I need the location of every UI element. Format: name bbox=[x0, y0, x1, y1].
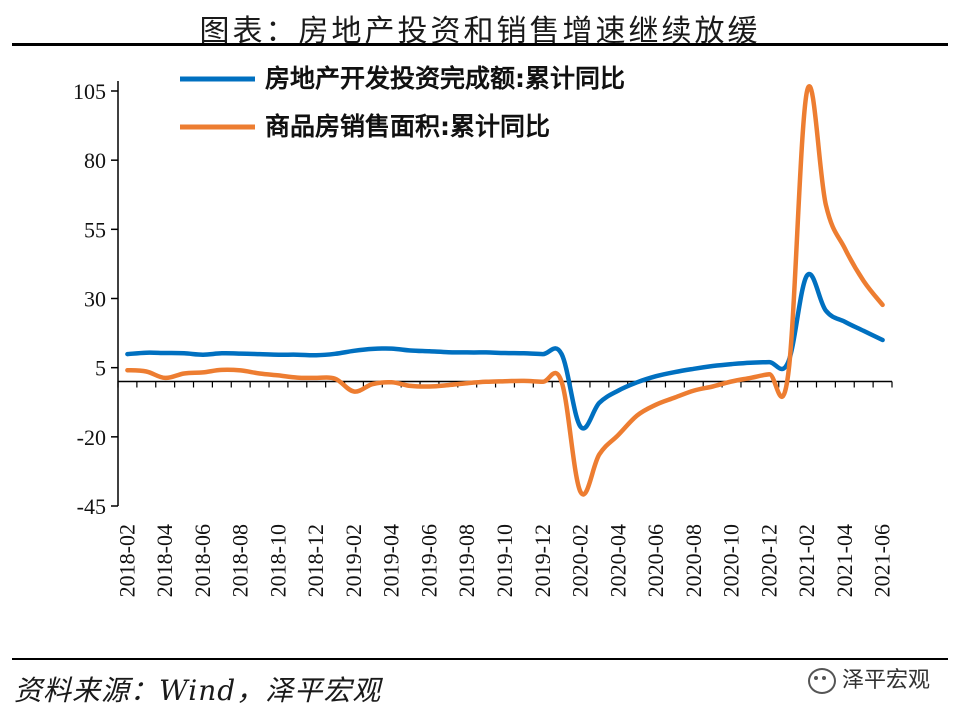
x-tick-label: 2019-02 bbox=[341, 524, 366, 597]
legend-label-investment: 房地产开发投资完成额:累计同比 bbox=[265, 64, 625, 93]
x-tick-label: 2019-08 bbox=[454, 524, 479, 597]
wechat-icon bbox=[808, 668, 836, 694]
x-tick-label: 2019-06 bbox=[416, 524, 441, 597]
source-note: 资料来源：Wind，泽平宏观 bbox=[14, 674, 382, 707]
x-tick-label: 2018-02 bbox=[114, 524, 139, 597]
x-tick-label: 2020-02 bbox=[568, 524, 593, 597]
x-tick-label: 2020-06 bbox=[643, 524, 668, 597]
y-tick-label: 55 bbox=[84, 217, 106, 242]
x-tick-label: 2020-12 bbox=[756, 524, 781, 597]
x-tick-label: 2019-12 bbox=[530, 524, 555, 597]
x-tick-label: 2019-04 bbox=[379, 524, 404, 597]
y-tick-label: 30 bbox=[84, 287, 106, 312]
x-tick-label: 2020-10 bbox=[719, 524, 744, 597]
x-tick-label: 2020-08 bbox=[681, 524, 706, 597]
watermark-label: 泽平宏观 bbox=[842, 668, 931, 693]
series-line-sales bbox=[125, 84, 885, 497]
y-tick-label: -20 bbox=[77, 425, 106, 450]
x-tick-label: 2018-12 bbox=[303, 524, 328, 597]
chart-series bbox=[125, 84, 885, 497]
x-tick-label: 2018-10 bbox=[265, 524, 290, 597]
x-tick-label: 2021-06 bbox=[870, 524, 895, 597]
x-tick-label: 2021-02 bbox=[794, 524, 819, 597]
bottom-divider bbox=[12, 658, 948, 660]
x-tick-label: 2018-04 bbox=[152, 524, 177, 597]
x-tick-label: 2018-08 bbox=[228, 524, 253, 597]
y-tick-label: 5 bbox=[95, 356, 106, 381]
y-tick-label: 105 bbox=[73, 79, 106, 104]
legend-label-sales: 商品房销售面积:累计同比 bbox=[265, 112, 550, 141]
x-tick-label: 2020-04 bbox=[605, 524, 630, 597]
top-divider bbox=[12, 43, 948, 46]
x-tick-label: 2021-04 bbox=[832, 524, 857, 597]
y-tick-label: 80 bbox=[84, 148, 106, 173]
x-tick-label: 2018-06 bbox=[190, 524, 215, 597]
y-tick-label: -45 bbox=[77, 494, 106, 519]
watermark: 泽平宏观 bbox=[808, 662, 930, 694]
line-chart: 105 80 55 30 5 -20 -45 2018-02 2018-04 2018-06 201… bbox=[73, 64, 895, 597]
chart-axes: 105 80 55 30 5 -20 -45 2018-02 2018-04 2018-06 201… bbox=[73, 79, 895, 597]
x-tick-label: 2019-10 bbox=[492, 524, 517, 597]
series-line-investment bbox=[125, 271, 885, 431]
